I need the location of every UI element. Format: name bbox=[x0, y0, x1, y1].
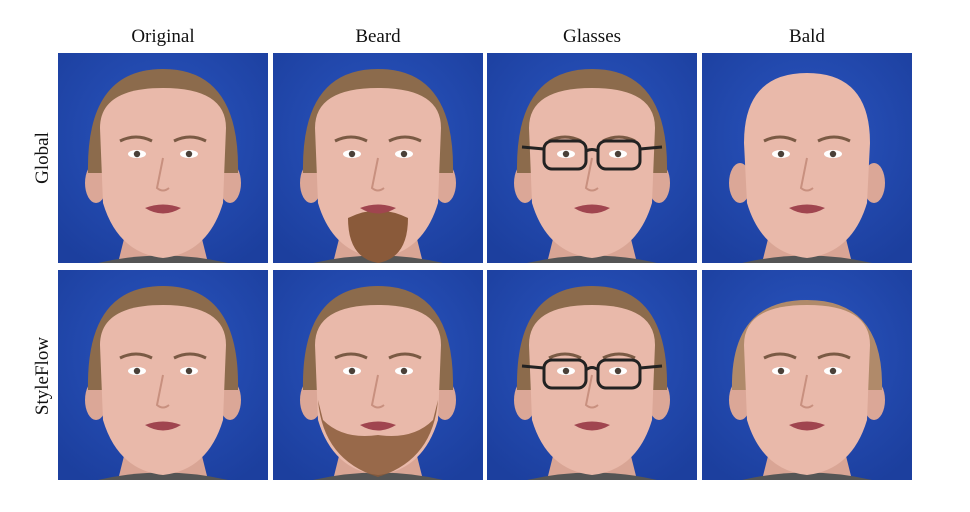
face bbox=[100, 305, 226, 475]
face-image-styleflow-bald bbox=[702, 270, 912, 480]
face bbox=[315, 305, 441, 475]
face-image-global-beard bbox=[273, 53, 483, 263]
eyebrow-right bbox=[388, 135, 422, 143]
eyebrow-right bbox=[173, 135, 207, 143]
column-label-glasses: Glasses bbox=[562, 26, 622, 47]
pupil-right bbox=[400, 367, 408, 375]
eyebrow-right bbox=[602, 352, 636, 360]
nose bbox=[370, 157, 385, 192]
pupil-left bbox=[562, 367, 570, 375]
shirt bbox=[98, 472, 228, 480]
shirt bbox=[527, 255, 657, 263]
nose bbox=[584, 374, 599, 409]
face-image-global-glasses bbox=[487, 53, 697, 263]
pupil-left bbox=[562, 150, 570, 158]
eyebrow-left bbox=[763, 352, 797, 360]
pupil-left bbox=[348, 367, 356, 375]
row-label-global: Global bbox=[32, 132, 53, 184]
eyebrow-left bbox=[334, 352, 368, 360]
pupil-left bbox=[133, 150, 141, 158]
face bbox=[315, 88, 441, 258]
pupil-right bbox=[614, 150, 622, 158]
face bbox=[744, 73, 870, 258]
eyebrow-right bbox=[817, 352, 851, 360]
pupil-right bbox=[185, 367, 193, 375]
nose bbox=[155, 374, 170, 409]
mouth bbox=[360, 421, 396, 431]
nose bbox=[155, 157, 170, 192]
shirt bbox=[742, 472, 872, 480]
face-image-styleflow-original bbox=[58, 270, 268, 480]
column-label-original: Original bbox=[131, 26, 195, 47]
pupil-left bbox=[133, 367, 141, 375]
eyebrow-left bbox=[763, 135, 797, 143]
face-image-styleflow-glasses bbox=[487, 270, 697, 480]
column-label-bald: Bald bbox=[789, 26, 825, 47]
pupil-right bbox=[829, 367, 837, 375]
mouth bbox=[789, 204, 825, 214]
eyebrow-right bbox=[388, 352, 422, 360]
mouth bbox=[789, 421, 825, 431]
mouth bbox=[574, 204, 610, 214]
nose bbox=[799, 157, 814, 192]
shirt bbox=[742, 255, 872, 263]
mouth bbox=[360, 204, 396, 214]
face bbox=[100, 88, 226, 258]
pupil-left bbox=[348, 150, 356, 158]
nose bbox=[370, 374, 385, 409]
mouth bbox=[145, 204, 181, 214]
face-image-global-bald bbox=[702, 53, 912, 263]
face bbox=[529, 305, 655, 475]
eyebrow-right bbox=[817, 135, 851, 143]
shirt bbox=[527, 472, 657, 480]
nose bbox=[584, 157, 599, 192]
column-label-beard: Beard bbox=[355, 26, 401, 47]
pupil-right bbox=[614, 367, 622, 375]
mouth bbox=[574, 421, 610, 431]
pupil-left bbox=[777, 367, 785, 375]
glasses bbox=[521, 139, 663, 171]
eyebrow-left bbox=[334, 135, 368, 143]
face-image-global-original bbox=[58, 53, 268, 263]
face bbox=[744, 305, 870, 475]
face-image-styleflow-beard bbox=[273, 270, 483, 480]
pupil-left bbox=[777, 150, 785, 158]
beard bbox=[348, 210, 408, 263]
glasses bbox=[521, 358, 663, 390]
pupil-right bbox=[829, 150, 837, 158]
beard bbox=[318, 400, 438, 477]
pupil-right bbox=[185, 150, 193, 158]
row-label-styleflow: StyleFlow bbox=[32, 336, 53, 416]
pupil-right bbox=[400, 150, 408, 158]
shirt bbox=[98, 255, 228, 263]
nose bbox=[799, 374, 814, 409]
eyebrow-left bbox=[119, 135, 153, 143]
face bbox=[529, 88, 655, 258]
eyebrow-right bbox=[173, 352, 207, 360]
eyebrow-left bbox=[548, 352, 582, 360]
mouth bbox=[145, 421, 181, 431]
eyebrow-left bbox=[119, 352, 153, 360]
